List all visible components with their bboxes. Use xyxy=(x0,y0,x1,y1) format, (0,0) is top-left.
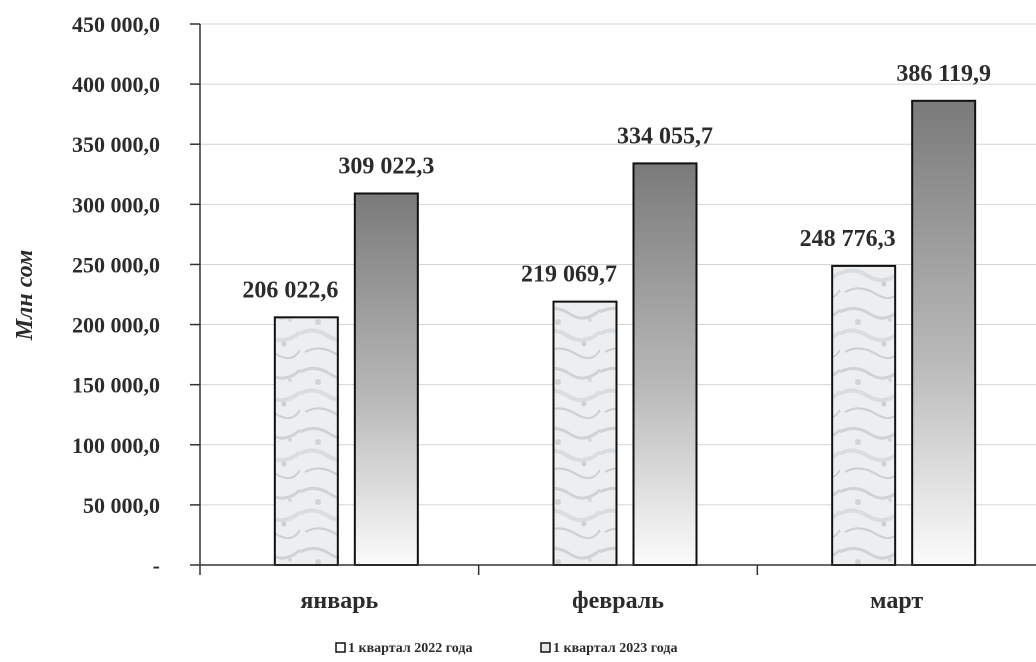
gridlines xyxy=(200,23,1036,506)
x-tick-label: февраль xyxy=(572,588,664,614)
y-tick-label: 450 000,0 xyxy=(72,12,160,37)
legend: 1 квартал 2022 года 1 квартал 2023 года xyxy=(335,641,677,656)
bar-2022-2 xyxy=(831,264,897,566)
data-label: 386 119,9 xyxy=(896,61,991,87)
data-label: 206 022,6 xyxy=(242,277,338,303)
data-label: 219 069,7 xyxy=(521,262,617,288)
y-tick-label: 200 000,0 xyxy=(72,313,160,338)
x-tick-label: март xyxy=(870,588,923,614)
y-axis-title: Млн сом xyxy=(12,250,38,342)
bar-2022-0 xyxy=(273,316,339,567)
y-tick-label: 100 000,0 xyxy=(72,433,160,458)
y-tick-label: 300 000,0 xyxy=(72,192,160,217)
y-tick-label: 150 000,0 xyxy=(72,373,160,398)
y-tick-label: 400 000,0 xyxy=(72,72,160,97)
bar-2022-1 xyxy=(552,300,618,566)
data-label: 309 022,3 xyxy=(338,153,434,179)
x-axis-ticks: январь февраль март xyxy=(199,565,923,614)
data-labels: 206 022,6 309 022,3 219 069,7 334 055,7 248 … xyxy=(242,61,991,304)
legend-swatch xyxy=(540,642,551,653)
data-label: 334 055,7 xyxy=(617,123,713,149)
bar-2023-1 xyxy=(632,162,698,566)
legend-label: 1 квартал 2022 года xyxy=(348,641,472,656)
y-tick-label: 350 000,0 xyxy=(72,132,160,157)
x-tick-label: январь xyxy=(300,588,378,614)
axes xyxy=(199,24,1036,566)
legend-swatch xyxy=(335,642,346,653)
bars xyxy=(273,99,977,567)
bar-2023-2 xyxy=(911,99,977,567)
data-label: 248 776,3 xyxy=(800,226,896,252)
y-tick-label: - xyxy=(153,553,160,578)
legend-label: 1 квартал 2023 года xyxy=(553,641,677,656)
y-tick-label: 50 000,0 xyxy=(83,493,160,518)
bar-2023-0 xyxy=(353,192,419,567)
y-tick-label: 250 000,0 xyxy=(72,252,160,277)
y-axis-ticks: - 50 000,0 100 000,0 150 000,0 200 000,0 250 … xyxy=(72,12,200,578)
